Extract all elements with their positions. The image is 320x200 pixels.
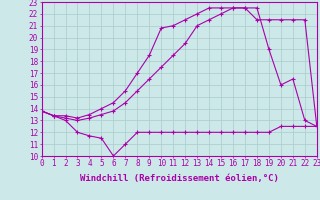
X-axis label: Windchill (Refroidissement éolien,°C): Windchill (Refroidissement éolien,°C) <box>80 174 279 183</box>
